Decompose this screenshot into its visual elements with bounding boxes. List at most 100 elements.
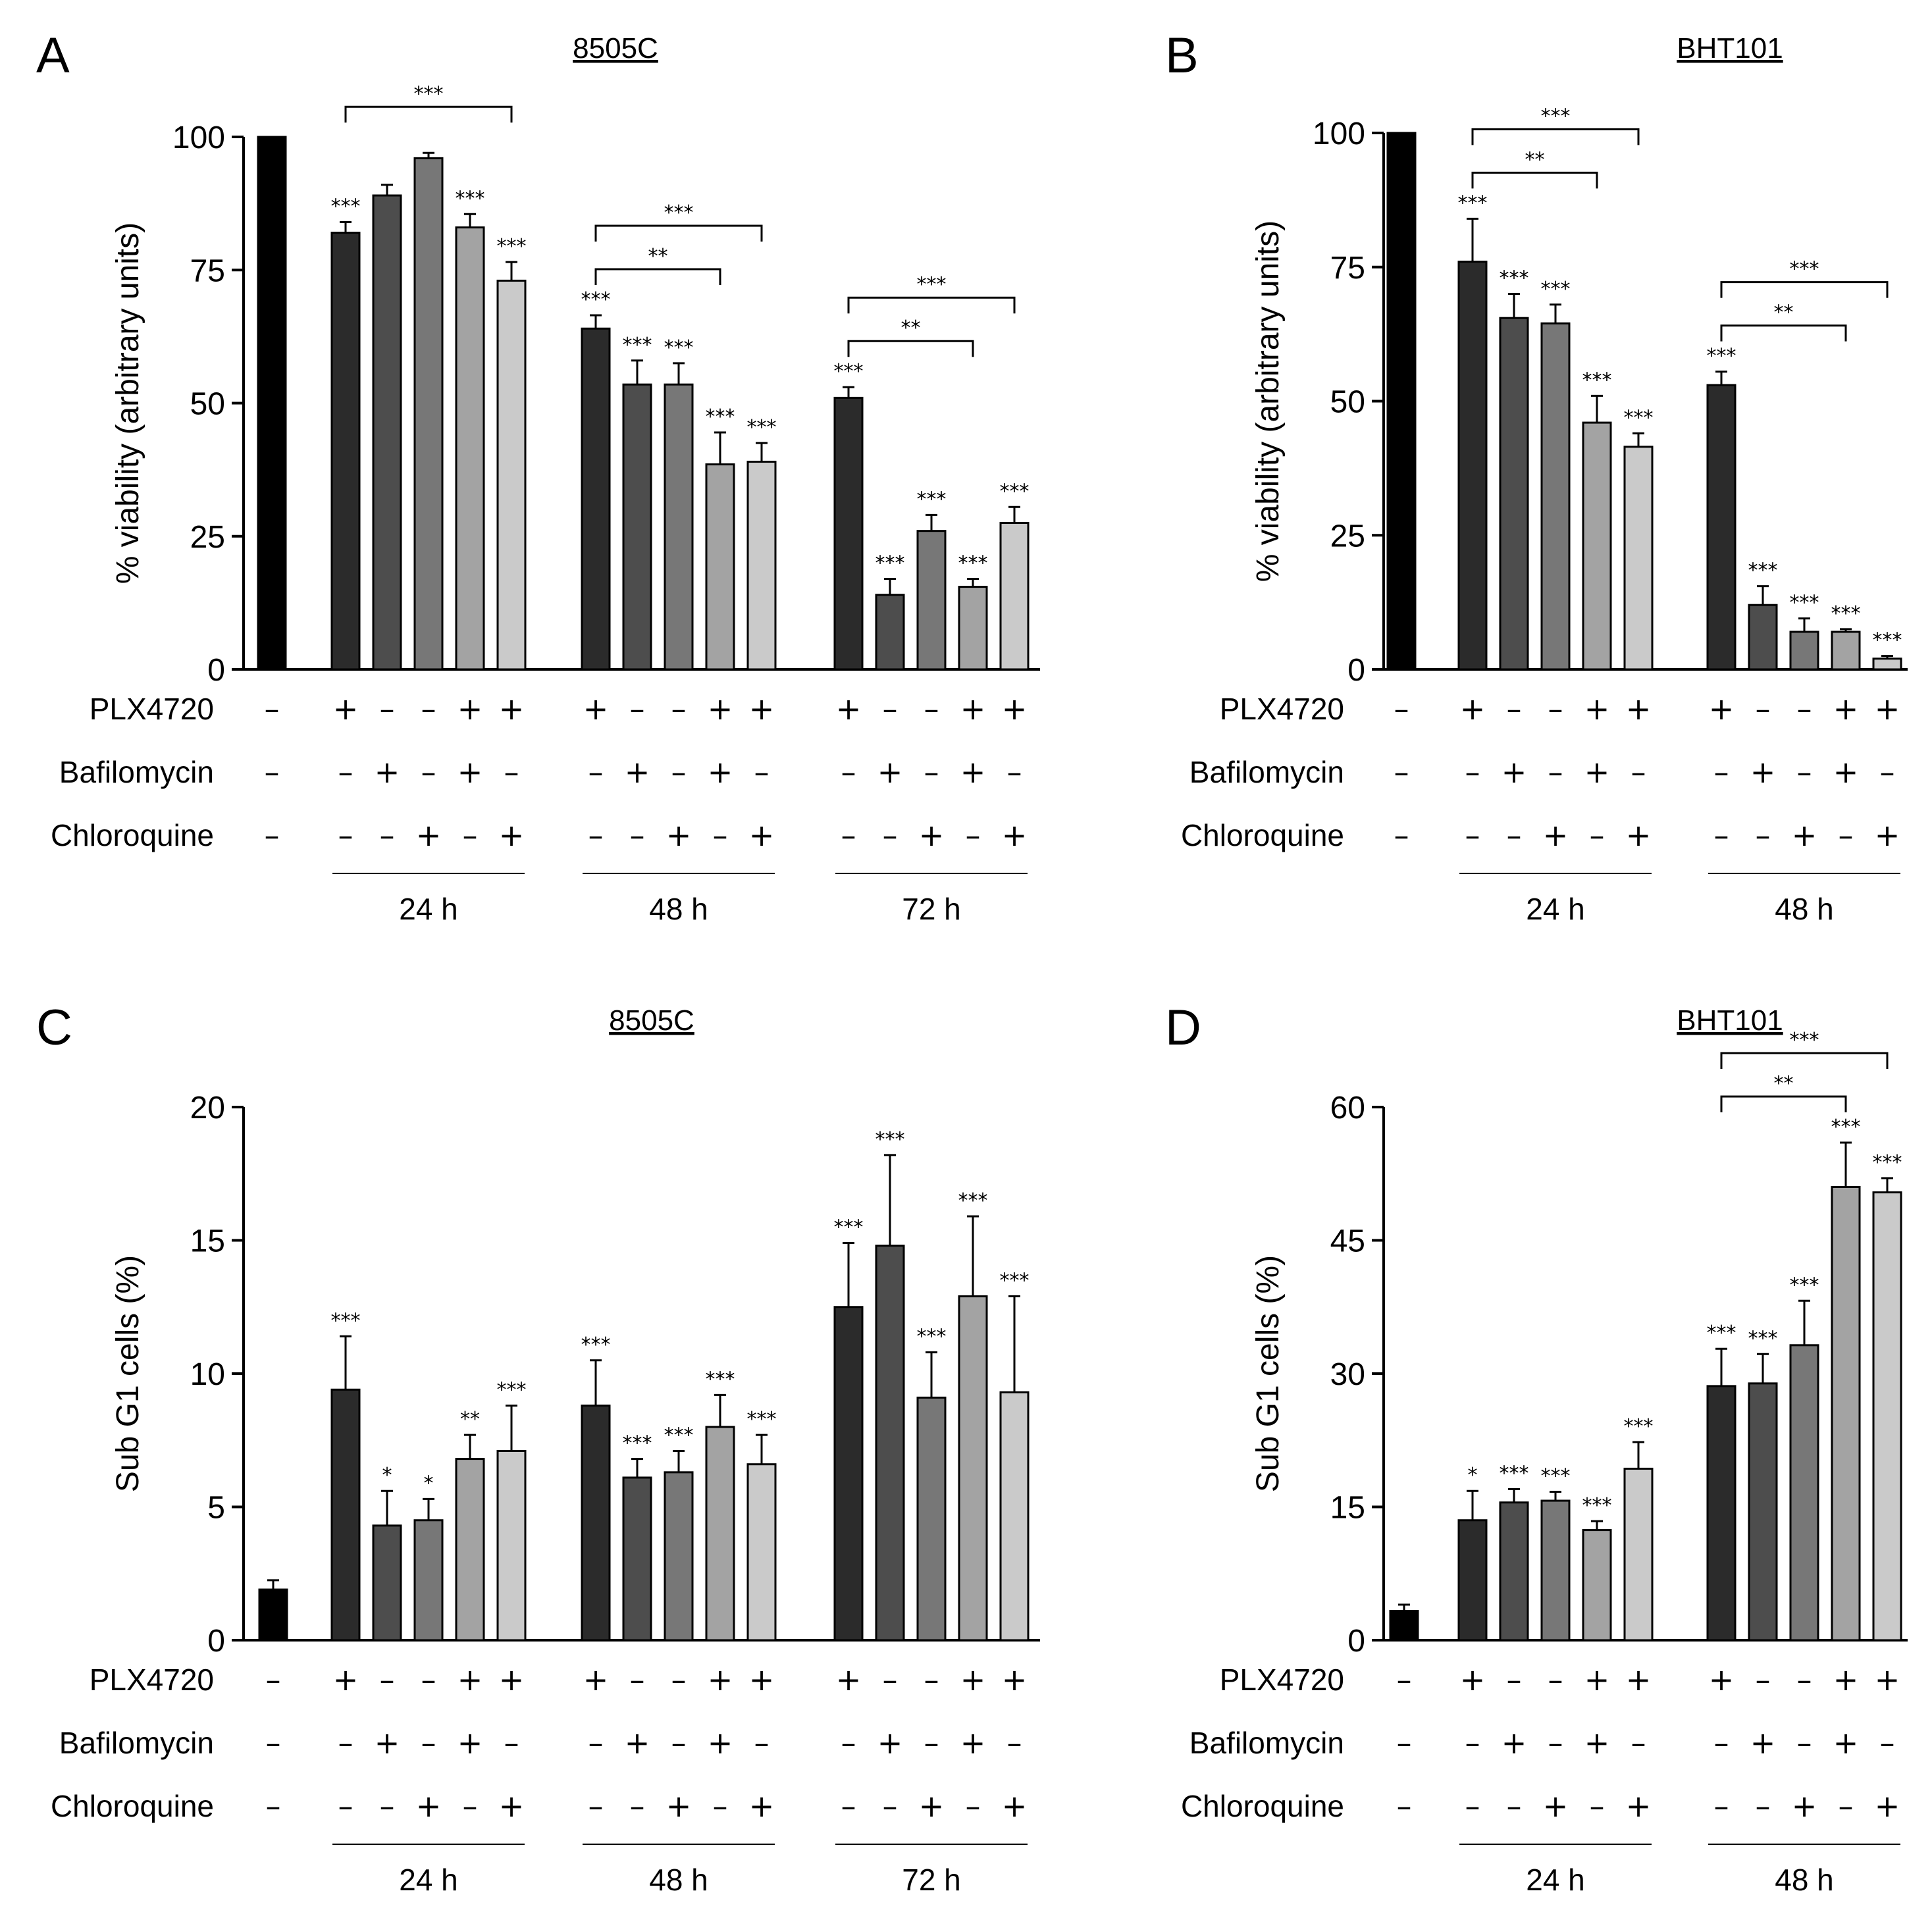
treatment-symbol: + — [1875, 817, 1900, 853]
significance-stars: *** — [1582, 1494, 1612, 1517]
treatment-symbol: + — [1543, 817, 1569, 853]
treatment-symbol: + — [1833, 754, 1859, 790]
significance-stars: *** — [1831, 602, 1861, 625]
bar — [1789, 1344, 1819, 1642]
treatment-symbol: + — [960, 691, 986, 727]
significance-stars: *** — [875, 552, 905, 575]
significance-stars: *** — [497, 235, 527, 258]
treatment-row-label: Chloroquine — [1181, 1789, 1344, 1823]
bar — [664, 1471, 694, 1642]
treatment-symbol: – — [588, 1725, 604, 1761]
treatment-symbol: – — [1548, 754, 1563, 790]
treatment-symbol: – — [421, 754, 436, 790]
treatment-row-label: Bafilomycin — [59, 1726, 214, 1760]
bar — [833, 396, 864, 671]
panel-letter: C — [36, 1000, 72, 1056]
treatment-symbol: – — [380, 1788, 395, 1824]
significance-stars: *** — [1790, 1274, 1819, 1297]
comparison-bracket — [1471, 128, 1640, 145]
treatment-symbol: – — [630, 1662, 645, 1697]
bar — [1748, 604, 1778, 671]
treatment-symbol: + — [375, 754, 400, 790]
bar — [833, 1306, 864, 1642]
bar — [330, 1388, 361, 1642]
bar — [496, 279, 527, 671]
significance-stars: *** — [581, 288, 611, 311]
treatment-symbol: – — [1631, 754, 1646, 790]
bar — [581, 327, 611, 671]
significance-stars: *** — [1748, 559, 1778, 582]
treatment-row-label: Bafilomycin — [1189, 755, 1344, 789]
treatment-symbol: + — [1002, 1662, 1028, 1697]
bar — [958, 1295, 988, 1642]
treatment-symbol: + — [919, 1788, 945, 1824]
bar — [664, 383, 694, 671]
treatment-symbol: – — [1394, 691, 1409, 727]
comparison-bracket — [594, 268, 721, 286]
significance-stars: *** — [917, 1326, 947, 1349]
significance-stars: * — [382, 1464, 392, 1487]
comparison-bracket — [847, 296, 1016, 314]
bar — [1789, 631, 1819, 671]
treatment-symbol: + — [836, 1662, 862, 1697]
treatment-symbol: + — [625, 1725, 650, 1761]
treatment-symbol: – — [841, 754, 856, 790]
bar — [958, 586, 988, 671]
bar — [455, 226, 485, 671]
bar — [999, 522, 1030, 671]
bar-control — [1389, 1609, 1419, 1642]
treatment-symbol: – — [504, 1725, 519, 1761]
treatment-row-label: Bafilomycin — [1189, 1726, 1344, 1760]
treatment-symbol: + — [1750, 1725, 1776, 1761]
group-label: 48 h — [649, 1863, 708, 1897]
bar — [875, 594, 905, 671]
group-label: 48 h — [649, 892, 708, 926]
treatment-symbol: – — [1465, 817, 1480, 853]
treatment-symbol: – — [1839, 1788, 1854, 1824]
treatment-symbol: + — [333, 1662, 359, 1697]
significance-stars: *** — [1748, 1327, 1778, 1350]
group-label: 48 h — [1775, 892, 1834, 926]
treatment-symbol: – — [421, 1662, 436, 1697]
treatment-symbol: + — [1501, 1725, 1527, 1761]
treatment-symbol: – — [1397, 1788, 1412, 1824]
bar — [746, 460, 777, 671]
significance-stars: *** — [834, 360, 864, 383]
treatment-symbol: + — [457, 1725, 483, 1761]
treatment-row-label: PLX4720 — [1220, 692, 1344, 726]
treatment-symbol: + — [749, 1662, 775, 1697]
bar — [413, 1519, 444, 1642]
y-tick-label: 100 — [172, 120, 225, 155]
y-tick-label: 15 — [190, 1224, 225, 1259]
treatment-symbol: – — [841, 817, 856, 853]
treatment-symbol: – — [338, 754, 353, 790]
significance-stars: *** — [331, 1309, 361, 1332]
treatment-symbol: + — [1584, 1662, 1610, 1697]
treatment-symbol: – — [1797, 1662, 1812, 1697]
bar — [705, 1426, 735, 1642]
treatment-symbol: – — [463, 817, 478, 853]
bar — [413, 157, 444, 671]
y-tick-label: 0 — [1347, 653, 1365, 688]
bar — [1831, 1186, 1861, 1642]
significance-stars: *** — [747, 416, 777, 439]
treatment-symbol: – — [588, 754, 604, 790]
bracket-stars: ** — [901, 317, 921, 340]
treatment-symbol: – — [924, 1662, 939, 1697]
significance-stars: *** — [623, 1432, 652, 1455]
bar — [372, 194, 402, 671]
panel-d-subg1-bht101: D BHT101 0 15 30 45 60 Sub G1 cells (%) PLX4720 –… — [1165, 1000, 1908, 1897]
treatment-symbol: + — [877, 754, 903, 790]
significance-stars: *** — [1624, 1415, 1654, 1438]
treatment-symbol: – — [966, 817, 981, 853]
treatment-symbol: + — [666, 1788, 692, 1824]
group-label: 24 h — [1526, 892, 1585, 926]
treatment-symbol: – — [588, 1788, 604, 1824]
treatment-symbol: + — [1584, 691, 1610, 727]
significance-stars: *** — [1790, 592, 1819, 615]
panel-title: BHT101 — [1677, 1004, 1783, 1037]
bar — [1457, 261, 1488, 671]
significance-stars: *** — [581, 1333, 611, 1357]
treatment-symbol: – — [754, 754, 770, 790]
